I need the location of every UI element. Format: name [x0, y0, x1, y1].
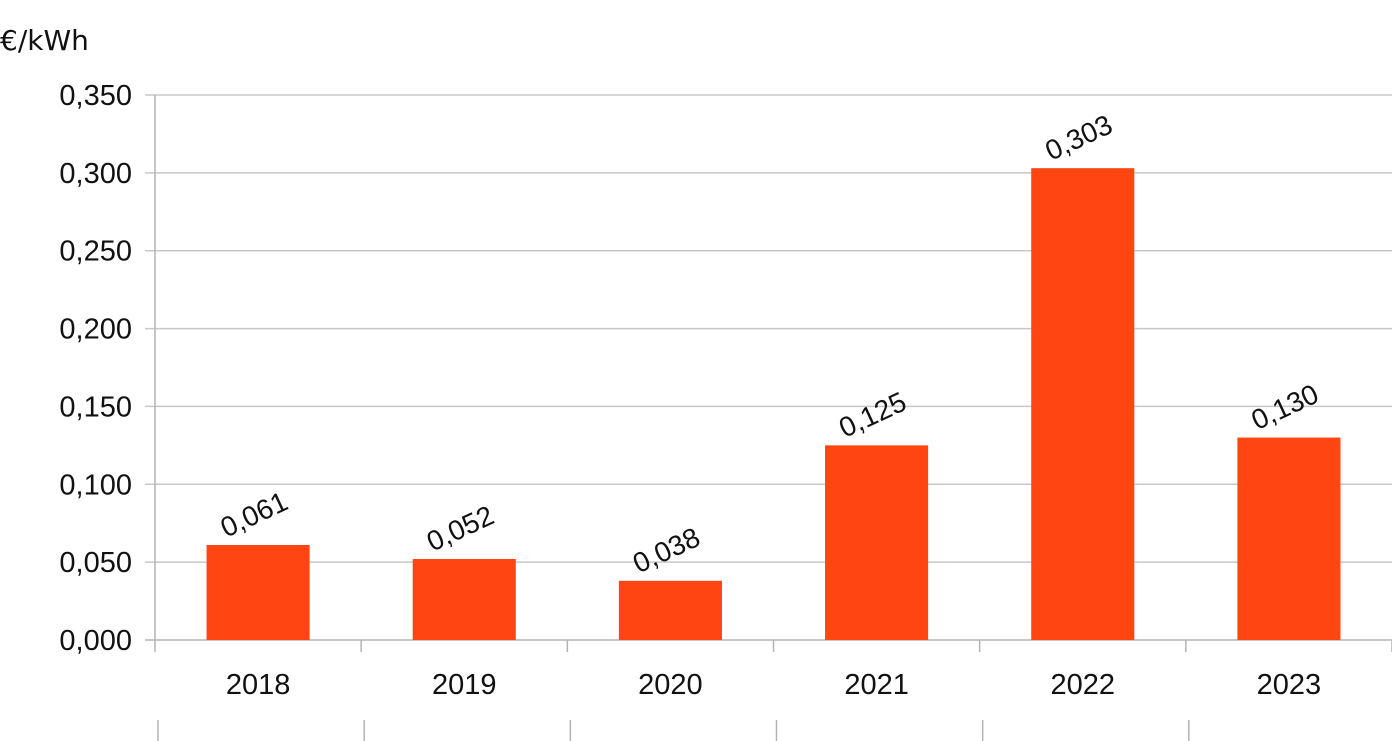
y-tick-label: 0,050 [59, 547, 132, 579]
x-axis-tick-labels: 2018 2019 2020 2021 2022 2023 [226, 669, 1321, 701]
x-tick-label-2022: 2022 [1050, 669, 1115, 701]
data-label-2021: 0,125 [834, 386, 911, 444]
bar-2021 [825, 445, 929, 640]
bar-2020 [618, 580, 722, 640]
x-tick-label-2023: 2023 [1257, 669, 1322, 701]
x-tick-label-2020: 2020 [638, 669, 703, 701]
data-label-2019: 0,052 [422, 500, 499, 558]
bar-2023 [1237, 437, 1341, 640]
bar-2022 [1031, 168, 1135, 640]
x-tick-label-2019: 2019 [432, 669, 497, 701]
bar-2019 [412, 559, 516, 640]
grid-lines [145, 94, 1392, 563]
x-tick-label-2018: 2018 [226, 669, 291, 701]
axes [145, 95, 1392, 741]
bar-2018 [206, 545, 310, 640]
x-tick-label-2021: 2021 [844, 669, 909, 701]
data-label-2018: 0,061 [216, 486, 293, 544]
data-label-2023: 0,130 [1247, 378, 1324, 436]
y-tick-label: 0,350 [59, 80, 132, 112]
y-tick-label: 0,150 [59, 391, 132, 423]
y-axis-tick-labels: 0,000 0,050 0,100 0,150 0,200 0,250 0,300 0,350 [59, 80, 132, 657]
data-labels: 0,061 0,052 0,038 0,125 0,303 0,130 [216, 109, 1323, 579]
y-tick-label: 0,000 [59, 625, 132, 657]
y-tick-label: 0,200 [59, 314, 132, 346]
y-tick-label: 0,300 [59, 158, 132, 190]
bars [206, 168, 1341, 640]
y-tick-label: 0,250 [59, 236, 132, 268]
data-label-2022: 0,303 [1040, 109, 1117, 167]
y-tick-label: 0,100 [59, 469, 132, 501]
data-label-2020: 0,038 [628, 521, 705, 579]
y-axis-unit-label: €/kWh [0, 24, 89, 57]
